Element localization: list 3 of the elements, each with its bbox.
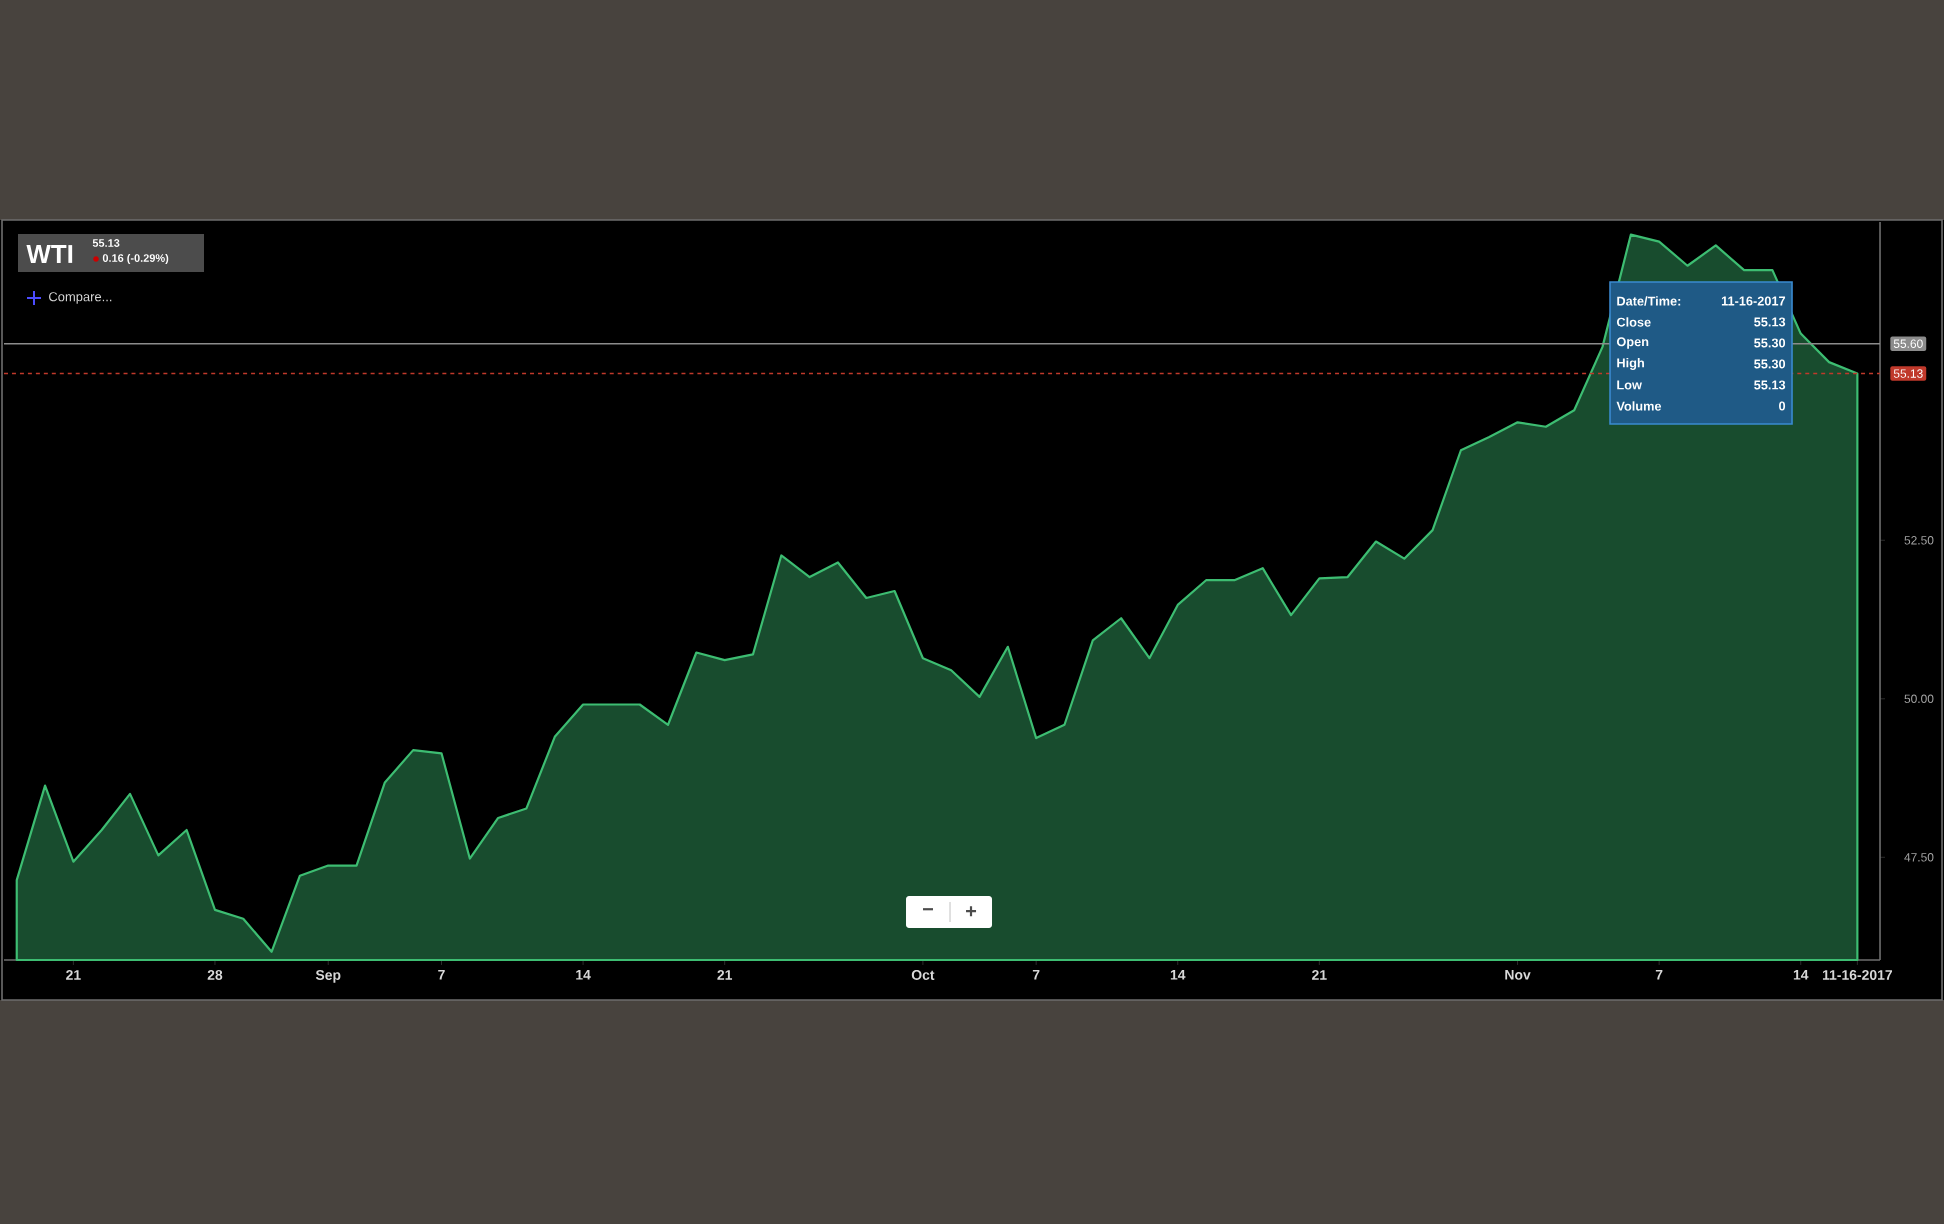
- annotation: −: [923, 908, 934, 911]
- text: WTI: [26, 245, 73, 263]
- annotation: +: [966, 906, 977, 917]
